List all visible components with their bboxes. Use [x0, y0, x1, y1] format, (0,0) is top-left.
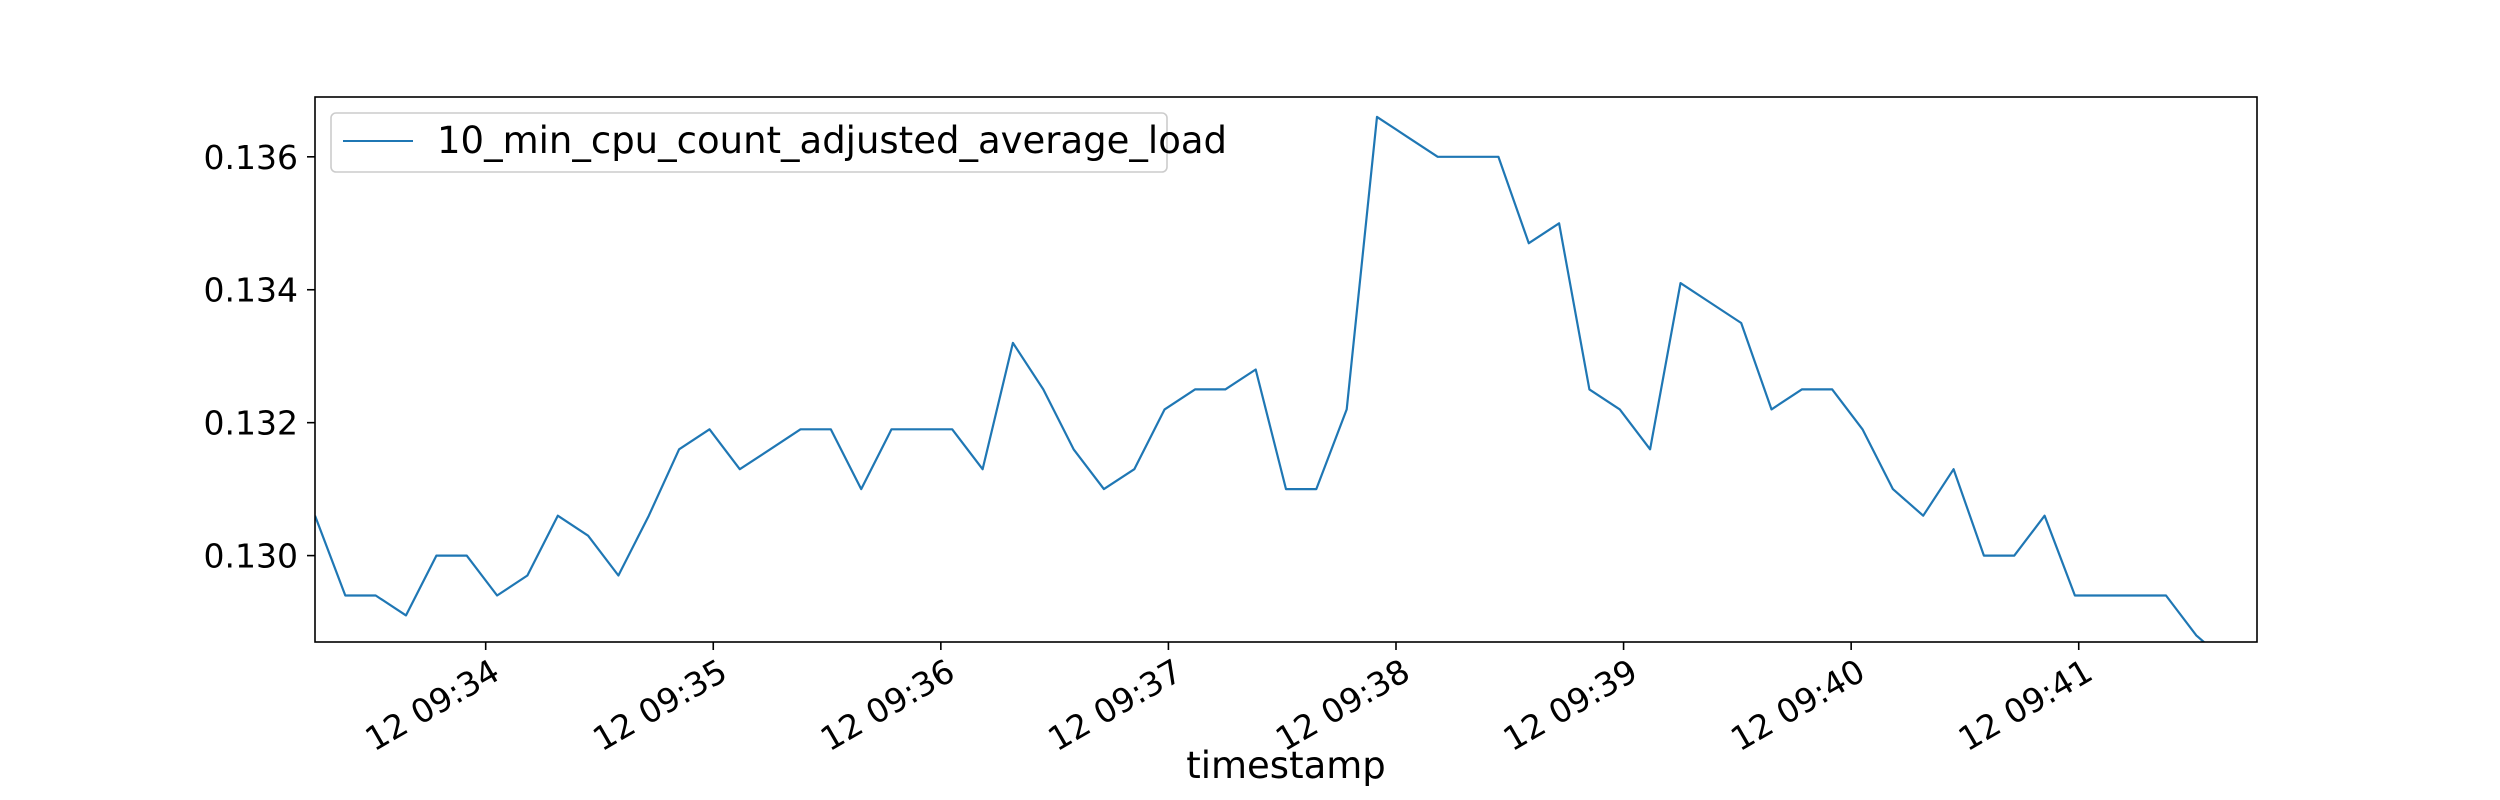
y-tick-label: 0.130 [204, 537, 298, 576]
x-tick-label: 12 09:38 [1269, 651, 1416, 759]
legend: 10_min_cpu_count_adjusted_average_load [330, 112, 1227, 173]
y-tick-label: 0.134 [204, 271, 298, 310]
x-tick-label: 12 09:40 [1724, 651, 1871, 759]
x-tick-label: 12 09:34 [359, 651, 506, 759]
x-axis-ticks: 12 09:34 12 09:35 12 09:36 12 09:37 12 09:38… [359, 642, 2099, 759]
x-tick-label: 12 09:36 [814, 651, 961, 759]
x-tick-label: 12 09:41 [1952, 651, 2099, 759]
plot-area-frame [314, 96, 2258, 643]
y-tick-label: 0.136 [204, 138, 298, 177]
x-axis-title: timestamp [1186, 744, 1386, 787]
y-axis-ticks: 0.130 0.132 0.134 0.136 [204, 138, 315, 576]
legend-label: 10_min_cpu_count_adjusted_average_load [437, 119, 1227, 162]
x-tick-label: 12 09:35 [586, 651, 733, 759]
series-line [315, 115, 2206, 642]
x-tick-label: 12 09:39 [1496, 651, 1643, 759]
series-layer [315, 115, 2206, 642]
x-tick-label: 12 09:37 [1041, 651, 1188, 759]
y-tick-label: 0.132 [204, 404, 298, 443]
legend-frame [330, 112, 1168, 173]
